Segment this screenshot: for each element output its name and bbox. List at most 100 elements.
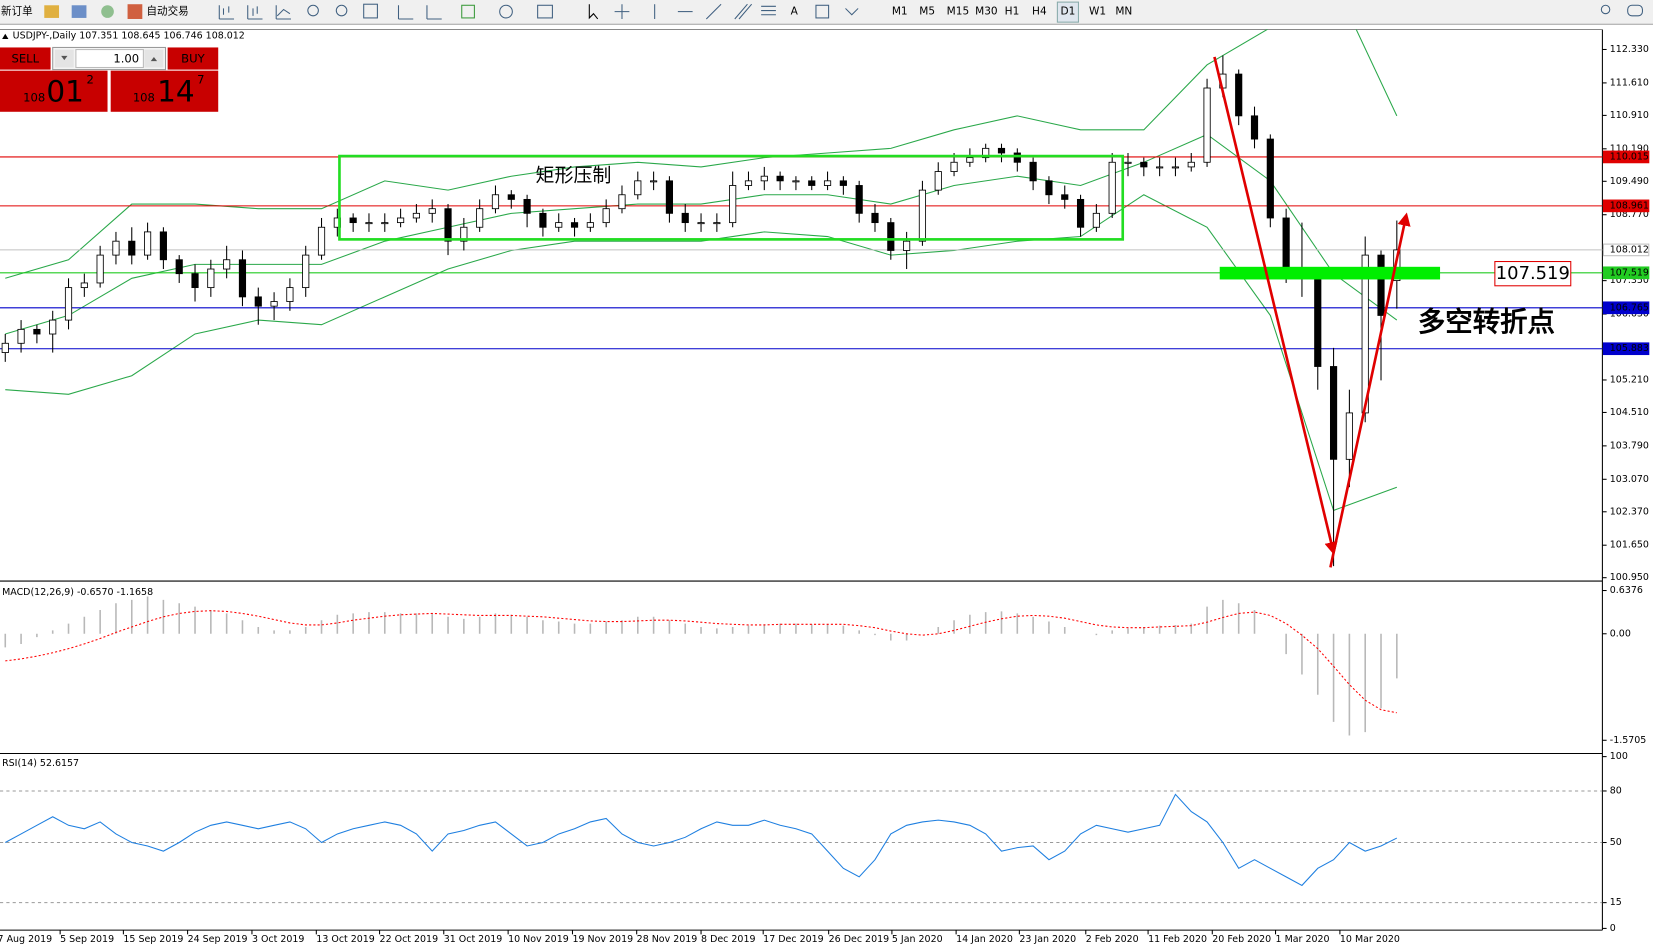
icon[interactable] (275, 5, 291, 20)
candle-body (839, 180, 847, 186)
textlabel-icon[interactable] (815, 4, 830, 19)
chat-icon[interactable] (1627, 4, 1643, 17)
candle-body (934, 171, 942, 191)
auto-trading-icon[interactable] (127, 4, 143, 19)
candle-body (80, 282, 88, 289)
fibo-icon[interactable] (761, 5, 776, 16)
ask-pips[interactable]: 14 (157, 74, 195, 108)
timeframe-button[interactable]: M30 (975, 6, 997, 18)
candle-body (317, 226, 326, 256)
candle-body (1329, 366, 1338, 460)
new-order-button[interactable]: 新订单 (1, 5, 33, 18)
x-tick-label: 22 Oct 2019 (380, 934, 439, 945)
volume-value[interactable]: 1.00 (113, 52, 139, 66)
y-tick-label: 111.610 (1610, 77, 1649, 88)
chart-window (0, 25, 1653, 947)
cursor-icon[interactable] (588, 4, 599, 20)
bid-fraction[interactable]: 2 (86, 73, 93, 87)
shapes-icon[interactable] (845, 8, 859, 16)
icon[interactable] (218, 5, 235, 20)
icon[interactable] (426, 5, 442, 20)
x-tick-label: 10 Mar 2020 (1340, 934, 1400, 945)
ask-big-figure[interactable]: 108 (133, 91, 155, 105)
y-tick-label: 104.510 (1610, 407, 1649, 418)
price-level-tag (1602, 199, 1650, 213)
ask-box[interactable] (110, 70, 219, 112)
timeframe-button[interactable]: MN (1115, 6, 1132, 18)
candle-body (808, 180, 816, 186)
candle-body (286, 287, 294, 302)
icon[interactable] (247, 5, 263, 20)
down-arrow (1213, 56, 1338, 556)
y-tick-label: 101.650 (1610, 540, 1649, 551)
candle-body (523, 198, 531, 214)
icon[interactable] (537, 4, 553, 19)
y-tick-label: 100 (1610, 751, 1628, 762)
rectangle-label: 矩形压制 (536, 165, 612, 187)
candle-body (381, 222, 389, 225)
y-tick-label: 0.00 (1610, 628, 1631, 639)
candle-body (128, 240, 136, 256)
sell-button[interactable] (0, 47, 51, 70)
price-level-label: 110.015 (1610, 151, 1649, 162)
icon[interactable] (101, 5, 114, 18)
auto-trading-button[interactable]: 自动交易 (147, 5, 189, 18)
turning-point-label: 多空转折点 (1418, 306, 1555, 338)
macd-panel (4, 596, 1398, 736)
icon[interactable] (71, 5, 87, 18)
icon[interactable] (44, 5, 60, 18)
bid-box[interactable] (0, 70, 108, 112)
y-tick-label: 103.790 (1610, 440, 1649, 451)
trendline-icon[interactable] (705, 3, 722, 20)
y-tick-label: 105.210 (1610, 374, 1649, 385)
icon[interactable] (499, 4, 513, 19)
candle-body (1156, 166, 1164, 169)
price-level-tag (1602, 150, 1650, 164)
tool-icons (218, 3, 1643, 20)
candle-body (570, 222, 579, 228)
timeframe-button[interactable]: H1 (1005, 6, 1020, 18)
price-panel (0, 29, 1603, 567)
y-tick-label: 102.370 (1610, 506, 1649, 517)
candle-body (412, 212, 420, 219)
icon[interactable] (307, 4, 319, 17)
x-tick-label: 5 Jan 2020 (892, 934, 943, 945)
volume-input[interactable] (75, 49, 144, 69)
candle-body (855, 185, 863, 214)
candle-body (1108, 161, 1116, 214)
x-tick-label: 8 Dec 2019 (701, 934, 755, 945)
timeframe-button[interactable]: W1 (1089, 6, 1106, 18)
level-bar-drawing (1219, 266, 1441, 280)
ask-fraction[interactable]: 7 (197, 73, 204, 87)
candle-body (49, 319, 57, 335)
candle-body (760, 175, 768, 182)
candle-body (776, 175, 784, 182)
candle-body (713, 222, 721, 225)
timeframe-button[interactable]: D1 (1061, 6, 1076, 18)
candle-body (64, 287, 73, 321)
bid-pips[interactable]: 01 (46, 74, 84, 108)
price-level-label: 107.519 (1610, 267, 1649, 278)
icon[interactable] (363, 3, 378, 19)
candle-body (223, 259, 231, 270)
candle-body (586, 222, 594, 228)
timeframe-button[interactable]: H4 (1032, 6, 1047, 18)
timeframe-button[interactable]: M1 (892, 6, 908, 18)
candle-body (918, 189, 927, 242)
search-icon[interactable] (1600, 4, 1611, 15)
icon[interactable] (335, 4, 348, 17)
bid-big-figure[interactable]: 108 (23, 91, 45, 105)
timeframe-button[interactable]: M15 (947, 6, 969, 18)
icon[interactable] (397, 5, 414, 20)
text-tool[interactable]: A (791, 6, 799, 18)
candle-body (428, 208, 436, 214)
sell-label[interactable]: SELL (12, 52, 40, 66)
channel-icon[interactable] (734, 3, 753, 20)
icon[interactable] (461, 4, 475, 19)
buy-button[interactable] (167, 47, 219, 70)
crosshair-icon[interactable] (614, 4, 630, 19)
buy-label[interactable]: BUY (181, 52, 205, 66)
timeframe-button[interactable]: M5 (919, 6, 935, 18)
y-tick-label: 100.950 (1610, 572, 1649, 583)
